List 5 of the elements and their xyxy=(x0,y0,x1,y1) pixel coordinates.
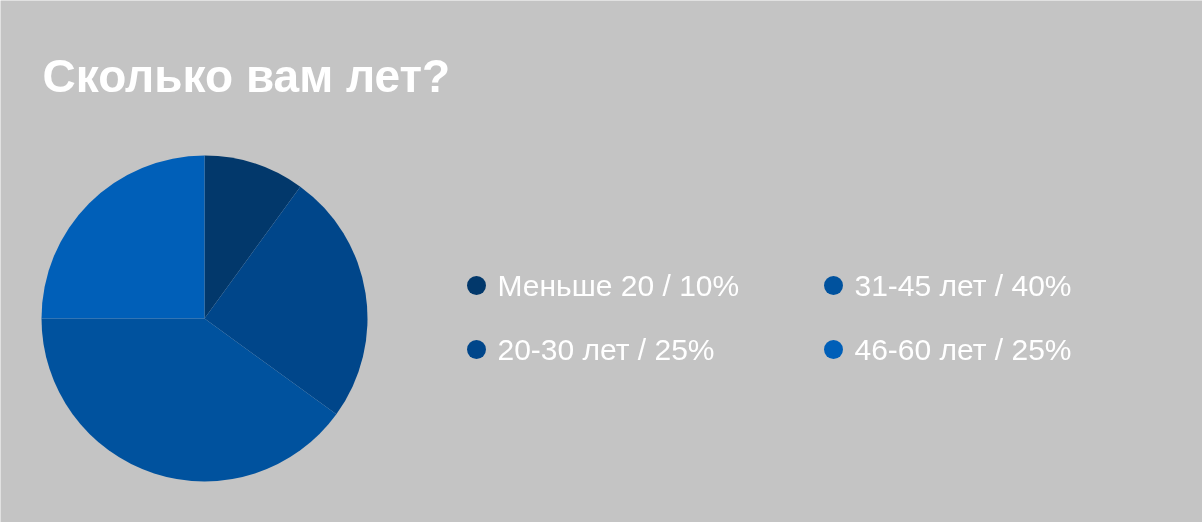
legend-label: 31-45 лет / 40% xyxy=(854,269,1072,302)
chart-title: Сколько вам лет? xyxy=(42,49,451,102)
legend-label: 46-60 лет / 25% xyxy=(854,333,1072,366)
legend-label: 20-30 лет / 25% xyxy=(497,333,715,366)
legend-label: Меньше 20 / 10% xyxy=(497,269,740,302)
